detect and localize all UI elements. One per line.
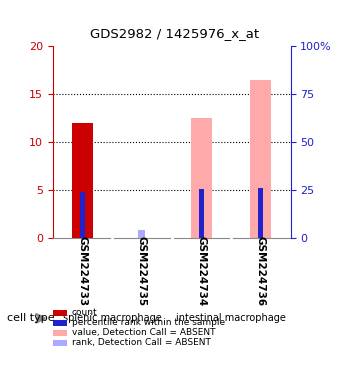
Text: GDS2982 / 1425976_x_at: GDS2982 / 1425976_x_at (90, 27, 260, 40)
Bar (199, 189, 204, 238)
Bar (250, 79, 271, 238)
Bar (52, 310, 66, 316)
Bar (72, 123, 93, 238)
Text: intestinal macrophage: intestinal macrophage (176, 313, 286, 323)
Text: GSM224736: GSM224736 (256, 236, 266, 306)
Text: GSM224733: GSM224733 (77, 236, 87, 306)
Text: rank, Detection Call = ABSENT: rank, Detection Call = ABSENT (72, 338, 211, 348)
Text: value, Detection Call = ABSENT: value, Detection Call = ABSENT (72, 328, 215, 338)
Text: cell type: cell type (7, 313, 55, 323)
Text: GSM224735: GSM224735 (137, 236, 147, 306)
Text: splenic macrophage: splenic macrophage (63, 313, 161, 323)
Bar (52, 320, 66, 326)
Bar (52, 330, 66, 336)
Bar (80, 192, 85, 238)
Bar (258, 188, 263, 238)
Bar (52, 340, 66, 346)
Bar (191, 118, 212, 238)
Text: percentile rank within the sample: percentile rank within the sample (72, 318, 225, 328)
Bar (138, 230, 145, 238)
Text: count: count (72, 308, 97, 318)
Text: GSM224734: GSM224734 (196, 236, 206, 306)
